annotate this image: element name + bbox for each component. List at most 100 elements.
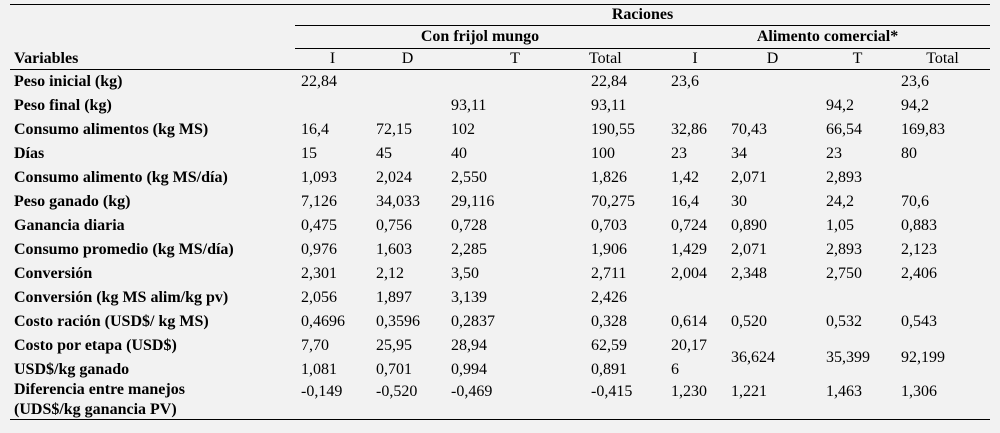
table-cell: 2,406 <box>901 265 937 282</box>
table-cell: 30 <box>731 193 747 210</box>
subheader-cell: Total <box>895 48 991 70</box>
table-cell: 1,42 <box>671 169 699 186</box>
table-cell: 22,84 <box>591 73 627 90</box>
table-cell: -0,415 <box>585 382 665 420</box>
table-cell: 23,6 <box>901 73 929 90</box>
table-cell: 2,123 <box>901 241 937 258</box>
table-cell: 2,893 <box>826 169 862 186</box>
row-label: Conversión <box>14 265 93 282</box>
row-label: USD$/kg ganado <box>14 361 130 378</box>
row-label: Conversión (kg MS alim/kg pv) <box>14 289 229 306</box>
group-header-frijol: Con frijol mungo <box>295 25 665 49</box>
table-cell: 2,750 <box>826 265 862 282</box>
subheader-cell: Total <box>585 48 665 70</box>
table-cell <box>725 70 820 95</box>
table-cell: 24,2 <box>826 193 854 210</box>
table-cell: 2,711 <box>591 265 627 282</box>
table-cell: 1,463 <box>820 382 895 420</box>
table-row: Conversión 2,301 2,12 3,50 2,711 2,004 2,348 2,… <box>10 262 990 286</box>
table-row: USD$/kg ganado 1,081 0,701 0,994 0,891 6 <box>10 358 990 382</box>
table-cell: -0,149 <box>295 382 370 420</box>
table-cell: 0,976 <box>301 241 337 258</box>
table-cell: 1,05 <box>826 217 854 234</box>
table-cell: 94,2 <box>901 97 929 114</box>
table-cell: 1,081 <box>301 361 337 378</box>
table-cell: 1,221 <box>725 382 820 420</box>
table-cell: 1,906 <box>591 241 627 258</box>
table-cell: 2,12 <box>376 265 404 282</box>
table-cell: 70,43 <box>731 121 767 138</box>
table-cell: 36,624 <box>731 349 775 366</box>
table-cell: 1,429 <box>671 241 707 258</box>
table-cell: 34 <box>731 145 747 162</box>
variables-header: Variables <box>10 48 295 70</box>
table-cell: 0,994 <box>451 361 487 378</box>
table-cell <box>725 286 820 310</box>
subheader-cell: T <box>445 48 585 70</box>
table-cell: -0,520 <box>370 382 445 420</box>
row-label: Peso final (kg) <box>14 97 112 114</box>
table-cell: 0,891 <box>591 361 627 378</box>
rations-table: Raciones Con frijol mungo Alimento comer… <box>10 4 991 420</box>
table-cell: 1,897 <box>376 289 412 306</box>
table-cell: 93,11 <box>451 97 487 114</box>
table-cell <box>725 94 820 118</box>
table-cell: 1,603 <box>376 241 412 258</box>
table-cell: 94,2 <box>826 97 854 114</box>
subheader-row: Variables I D T Total I D T Total <box>10 48 991 70</box>
table-row: Consumo promedio (kg MS/día) 0,976 1,603 2,… <box>10 238 990 262</box>
row-label-line: (UDS$/kg ganancia PV) <box>14 400 177 418</box>
table-cell: 0,520 <box>731 313 767 330</box>
table-cell: 40 <box>451 145 467 162</box>
table-cell: 0,532 <box>826 313 862 330</box>
table-cell <box>445 70 585 95</box>
group-header-comercial: Alimento comercial* <box>665 25 991 49</box>
table-cell: 62,59 <box>591 337 627 354</box>
table-cell: 15 <box>301 145 317 162</box>
table-cell: 0,475 <box>301 217 337 234</box>
subheader-cell: I <box>295 48 370 70</box>
table-cell: 2,285 <box>451 241 487 258</box>
row-label: Consumo promedio (kg MS/día) <box>14 241 234 258</box>
table-cell: 1,093 <box>301 169 337 186</box>
table-cell: 6 <box>671 361 679 378</box>
raciones-header-row: Raciones <box>10 4 991 26</box>
raciones-header: Raciones <box>295 4 991 26</box>
table-cell: 23 <box>826 145 842 162</box>
table-cell: 2,004 <box>671 265 707 282</box>
table-cell: 2,550 <box>451 169 487 186</box>
table-cell: 7,126 <box>301 193 337 210</box>
table-cell: 2,893 <box>826 241 862 258</box>
table-cell: 0,728 <box>451 217 487 234</box>
table-cell: 23,6 <box>671 73 699 90</box>
table-cell: 0,890 <box>731 217 767 234</box>
table-cell: 102 <box>451 121 475 138</box>
table-cell: 23 <box>671 145 687 162</box>
table-cell: 0,328 <box>591 313 627 330</box>
row-label-line: Diferencia entre manejos <box>14 382 185 398</box>
table-cell: 0,543 <box>901 313 937 330</box>
group-header-row: Con frijol mungo Alimento comercial* <box>10 25 991 49</box>
table-cell <box>895 166 990 190</box>
table-cell: 3,50 <box>451 265 479 282</box>
table-cell: 2,426 <box>591 289 627 306</box>
table-cell <box>370 94 445 118</box>
table-cell: 0,703 <box>591 217 627 234</box>
table-row: Días 15 45 40 100 23 34 23 80 <box>10 142 990 166</box>
table-cell: 169,83 <box>901 121 945 138</box>
table-cell: 2,301 <box>301 265 337 282</box>
row-label: Consumo alimentos (kg MS) <box>14 121 209 138</box>
row-label: Días <box>14 145 45 162</box>
row-label: Costo por etapa (USD$) <box>14 337 177 354</box>
table-cell: 1,826 <box>591 169 627 186</box>
table-row: Consumo alimento (kg MS/día) 1,093 2,024 2,… <box>10 166 990 190</box>
table-cell: 28,94 <box>451 337 487 354</box>
table-row: Costo por etapa (USD$) 7,70 25,95 28,94 … <box>10 334 990 366</box>
table-cell: 16,4 <box>301 121 329 138</box>
table-cell: 45 <box>376 145 392 162</box>
row-label: Consumo alimento (kg MS/día) <box>14 169 228 186</box>
table-cell: 66,54 <box>826 121 862 138</box>
table-cell: 0,724 <box>671 217 707 234</box>
table-cell <box>665 286 725 310</box>
table-cell <box>820 286 895 310</box>
